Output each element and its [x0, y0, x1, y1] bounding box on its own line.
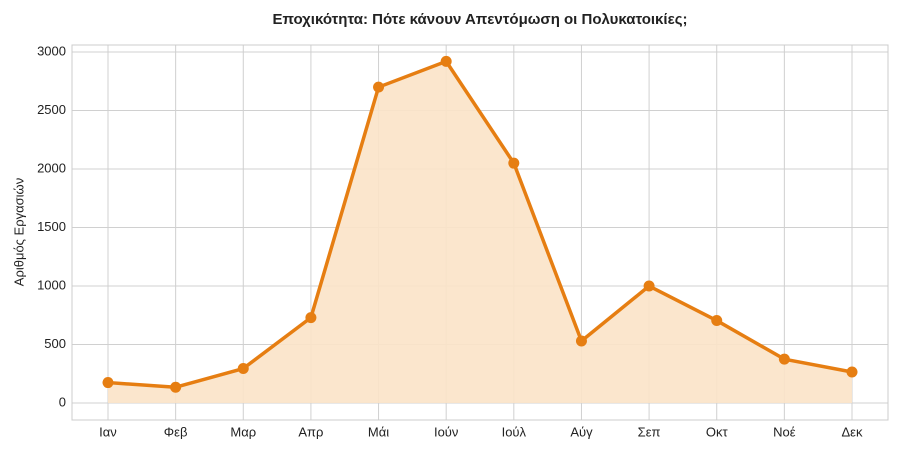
x-tick-label: Μάι	[368, 424, 389, 439]
y-tick-label: 1500	[37, 219, 66, 234]
plot-frame	[71, 44, 889, 421]
x-tick-label: Νοέ	[773, 424, 796, 439]
point	[643, 280, 655, 292]
point	[846, 366, 858, 378]
x-tick-label: Οκτ	[706, 424, 729, 439]
point	[102, 377, 114, 389]
x-tick-label: Σεπ	[638, 424, 661, 439]
area	[108, 61, 852, 404]
point	[778, 353, 790, 365]
y-tick-label: 500	[44, 336, 66, 351]
point	[237, 363, 249, 375]
y-tick-label: 2000	[37, 160, 66, 175]
x-tick-label: Δεκ	[842, 424, 863, 439]
x-tick-label: Αύγ	[570, 424, 593, 439]
y-tick-label: 2500	[37, 102, 66, 117]
x-tick-label: Ιούν	[434, 424, 458, 439]
chart-title: Εποχικότητα: Πότε κάνουν Απεντόμωση οι Π…	[272, 11, 687, 28]
x-tick-label: Φεβ	[164, 424, 188, 439]
point	[575, 335, 587, 347]
point	[711, 315, 723, 327]
y-tick-label: 0	[59, 394, 66, 409]
point	[508, 157, 520, 169]
x-tick-label: Απρ	[298, 424, 323, 439]
point	[170, 381, 182, 393]
x-tick-label: Ιούλ	[502, 424, 527, 439]
point	[440, 55, 452, 67]
x-tick-label: Ιαν	[99, 424, 117, 439]
x-tick-label: Μαρ	[230, 424, 256, 439]
line	[107, 59, 853, 389]
y-axis-label: Αριθμός Εργασιών	[11, 178, 26, 286]
y-tick-label: 3000	[37, 43, 66, 58]
point	[305, 312, 317, 324]
point	[373, 81, 385, 93]
y-tick-label: 1000	[37, 277, 66, 292]
